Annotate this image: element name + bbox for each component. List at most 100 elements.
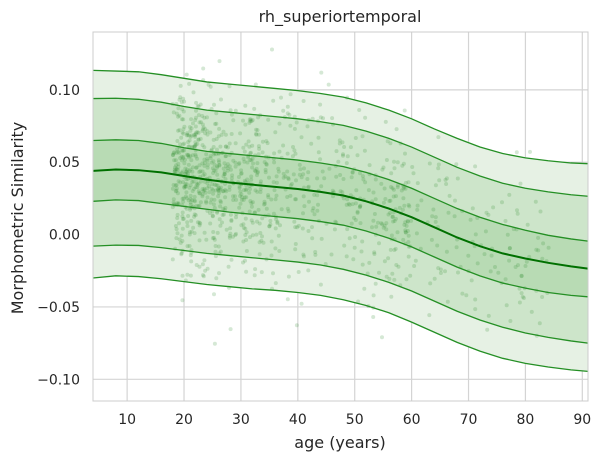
scatter-point bbox=[292, 219, 297, 224]
scatter-point bbox=[297, 162, 302, 167]
scatter-point bbox=[174, 111, 179, 116]
scatter-point bbox=[188, 154, 193, 159]
scatter-point bbox=[380, 335, 384, 340]
scatter-point bbox=[241, 239, 246, 244]
scatter-point bbox=[221, 166, 226, 171]
scatter-point bbox=[207, 190, 212, 195]
scatter-point bbox=[320, 169, 325, 174]
scatter-point bbox=[182, 148, 187, 153]
scatter-point bbox=[212, 168, 216, 173]
scatter-point bbox=[196, 204, 201, 209]
scatter-point bbox=[288, 183, 293, 188]
scatter-point bbox=[386, 256, 391, 261]
scatter-point bbox=[262, 202, 266, 207]
scatter-point bbox=[311, 206, 316, 211]
scatter-point bbox=[252, 273, 257, 278]
scatter-point bbox=[301, 99, 306, 103]
scatter-point bbox=[340, 190, 345, 195]
scatter-point bbox=[233, 194, 237, 199]
scatter-point bbox=[203, 127, 208, 132]
scatter-point bbox=[173, 165, 177, 170]
scatter-point bbox=[221, 189, 226, 194]
scatter-point bbox=[185, 171, 190, 175]
scatter-point bbox=[180, 214, 185, 219]
scatter-point bbox=[190, 153, 195, 158]
scatter-point bbox=[233, 164, 238, 169]
scatter-point bbox=[241, 145, 246, 150]
scatter-point bbox=[249, 218, 254, 223]
scatter-point bbox=[486, 313, 491, 318]
scatter-point bbox=[176, 161, 181, 166]
scatter-point bbox=[196, 137, 201, 142]
scatter-point bbox=[191, 179, 196, 184]
scatter-point bbox=[216, 134, 221, 139]
scatter-point bbox=[193, 152, 198, 157]
scatter-point bbox=[340, 140, 345, 145]
scatter-point bbox=[286, 176, 291, 180]
scatter-point bbox=[185, 131, 190, 136]
scatter-point bbox=[212, 292, 216, 297]
scatter-point bbox=[264, 139, 269, 144]
scatter-point bbox=[184, 169, 189, 174]
scatter-point bbox=[239, 197, 244, 202]
scatter-point bbox=[273, 197, 278, 202]
scatter-point bbox=[288, 193, 293, 198]
scatter-point bbox=[322, 176, 327, 181]
scatter-point bbox=[281, 171, 286, 176]
scatter-point bbox=[285, 104, 290, 109]
scatter-point bbox=[201, 125, 206, 130]
scatter-point bbox=[183, 194, 188, 199]
scatter-point bbox=[436, 266, 441, 271]
scatter-point bbox=[355, 209, 360, 214]
scatter-point bbox=[431, 207, 436, 212]
scatter-point bbox=[191, 90, 196, 95]
scatter-point bbox=[176, 167, 180, 172]
scatter-point bbox=[473, 232, 478, 237]
scatter-point bbox=[262, 201, 267, 206]
scatter-point bbox=[276, 233, 281, 238]
scatter-point bbox=[241, 197, 246, 202]
scatter-point bbox=[537, 321, 542, 326]
scatter-point bbox=[260, 216, 265, 221]
scatter-point bbox=[185, 196, 189, 201]
upper-outer-centile-line bbox=[92, 69, 589, 165]
scatter-point bbox=[186, 140, 191, 145]
scatter-point bbox=[266, 195, 271, 200]
scatter-point bbox=[294, 178, 298, 183]
scatter-point bbox=[306, 184, 311, 189]
scatter-point bbox=[468, 217, 473, 222]
scatter-point bbox=[216, 244, 221, 249]
scatter-point bbox=[202, 145, 207, 150]
scatter-point bbox=[489, 253, 494, 258]
scatter-point bbox=[404, 223, 409, 228]
scatter-point bbox=[524, 259, 529, 264]
scatter-point bbox=[185, 167, 190, 172]
scatter-point bbox=[186, 162, 191, 167]
scatter-point bbox=[384, 158, 389, 162]
scatter-point bbox=[185, 152, 189, 157]
scatter-point bbox=[240, 195, 244, 200]
scatter-point bbox=[210, 214, 215, 219]
scatter-point bbox=[200, 262, 205, 267]
scatter-point bbox=[179, 171, 184, 175]
scatter-point bbox=[329, 252, 334, 257]
scatter-point bbox=[204, 200, 209, 205]
scatter-point bbox=[210, 182, 215, 187]
scatter-point bbox=[194, 165, 199, 170]
scatter-point bbox=[254, 131, 258, 136]
scatter-point bbox=[198, 191, 202, 196]
scatter-point bbox=[372, 250, 377, 255]
scatter-point bbox=[182, 141, 187, 146]
scatter-point bbox=[247, 190, 252, 195]
scatter-point bbox=[210, 166, 215, 171]
scatter-point bbox=[338, 189, 343, 194]
scatter-point bbox=[250, 165, 255, 170]
scatter-point bbox=[201, 173, 206, 178]
scatter-point bbox=[217, 59, 222, 64]
scatter-point bbox=[195, 104, 200, 109]
scatter-point bbox=[279, 207, 284, 212]
scatter-point bbox=[433, 219, 438, 224]
scatter-point bbox=[212, 162, 217, 167]
scatter-point bbox=[382, 186, 387, 191]
scatter-point bbox=[258, 190, 263, 195]
